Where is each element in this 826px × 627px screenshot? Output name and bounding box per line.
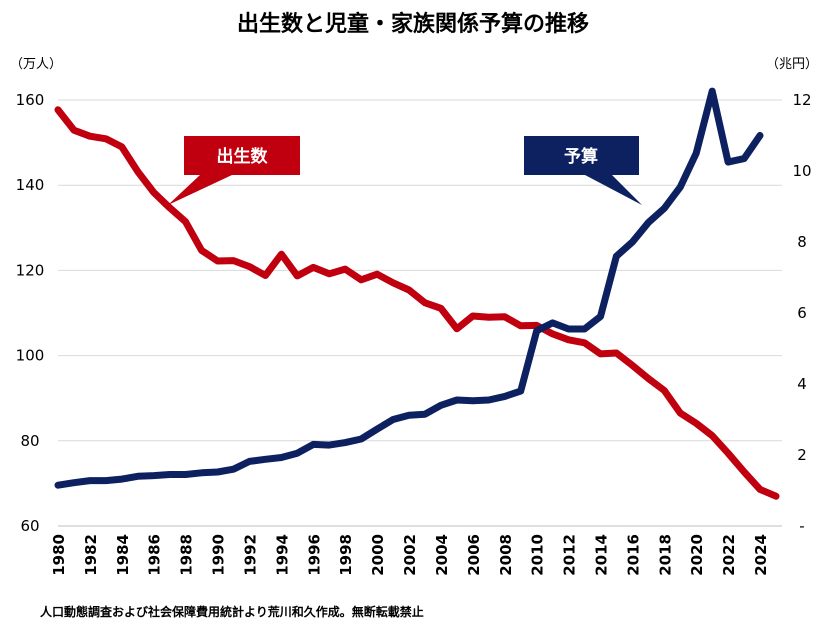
x-tick-label: 2002 <box>401 534 419 576</box>
x-tick-label: 2006 <box>465 534 483 576</box>
x-tick-label: 2022 <box>720 534 738 576</box>
x-tick-label: 2008 <box>497 534 515 576</box>
x-tick-label: 2000 <box>369 534 387 576</box>
left-tick-label: 60 <box>20 517 39 535</box>
right-axis-unit: （兆円） <box>766 57 818 72</box>
births-callout-box <box>168 136 300 205</box>
x-tick-label: 2020 <box>688 534 706 576</box>
right-axis-ticks: - 2 4 6 8 10 12 <box>792 91 811 535</box>
births-callout: 出生数 <box>168 136 300 205</box>
left-tick-label: 160 <box>16 91 45 109</box>
left-tick-label: 120 <box>16 261 45 279</box>
x-tick-label: 1988 <box>178 534 196 576</box>
births-series <box>54 106 780 500</box>
budget-callout-label: 予算 <box>564 146 598 167</box>
x-tick-label: 2010 <box>529 534 547 576</box>
right-tick-label: 8 <box>797 233 807 251</box>
x-tick-label: 1994 <box>273 534 291 576</box>
budget-line <box>54 87 764 489</box>
x-tick-label: 1980 <box>50 534 68 576</box>
left-axis-unit: （万人） <box>10 57 62 72</box>
x-tick-label: 2024 <box>752 534 770 576</box>
budget-callout: 予算 <box>524 136 642 205</box>
budget-callout-box <box>524 136 642 205</box>
x-tick-label: 1996 <box>305 534 323 576</box>
left-tick-label: 100 <box>16 347 45 365</box>
left-tick-label: 140 <box>16 176 45 194</box>
x-tick-label: 2016 <box>624 534 642 576</box>
right-tick-label: 6 <box>797 304 807 322</box>
births-callout-label: 出生数 <box>217 146 269 167</box>
x-tick-label: 2004 <box>433 534 451 576</box>
x-tick-label: 1984 <box>114 534 132 576</box>
budget-series <box>54 87 764 489</box>
x-tick-label: 1998 <box>337 534 355 576</box>
x-tick-label: 1990 <box>210 534 228 576</box>
left-axis-ticks: 60 80 100 120 140 160 <box>16 91 45 535</box>
births-line <box>54 106 780 500</box>
right-tick-label: 2 <box>797 446 807 464</box>
right-tick-label: 4 <box>797 375 807 393</box>
x-tick-label: 2012 <box>561 534 579 576</box>
x-axis-ticks: 1980 1982 1984 1986 1988 1990 1992 1994 1996 1998… <box>50 525 782 576</box>
x-tick-label: 2014 <box>592 534 610 576</box>
x-tick-label: 2018 <box>656 534 674 576</box>
right-tick-label: 10 <box>792 162 811 180</box>
right-tick-label: 12 <box>792 91 811 109</box>
gridlines <box>58 99 782 527</box>
x-tick-label: 1992 <box>241 534 259 576</box>
right-tick-label: - <box>799 517 804 535</box>
source-note: 人口動態調査および社会保障費用統計より荒川和久作成。無断転載禁止 <box>40 604 424 619</box>
x-tick-label: 1982 <box>82 534 100 576</box>
x-tick-label: 1986 <box>146 534 164 576</box>
chart-title: 出生数と児童・家族関係予算の推移 <box>237 11 589 37</box>
left-tick-label: 80 <box>20 432 39 450</box>
